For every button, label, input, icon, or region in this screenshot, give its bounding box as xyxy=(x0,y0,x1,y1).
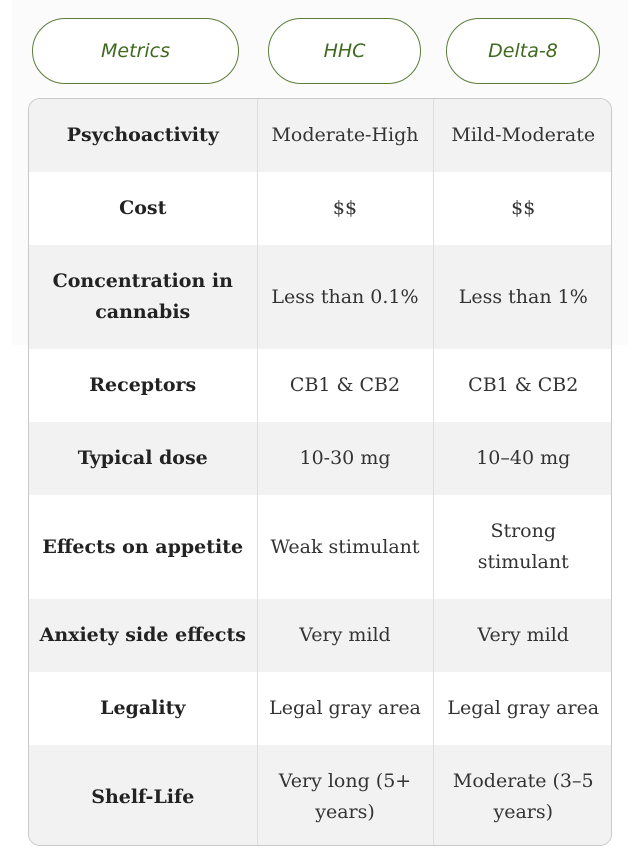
delta8-cell: Very mild xyxy=(433,599,611,672)
metric-cell: Legality xyxy=(29,672,258,745)
metric-cell: Typical dose xyxy=(29,422,258,495)
table-row-anxiety: Anxiety side effects Very mild Very mild xyxy=(29,599,611,672)
delta8-cell: Strong stimulant xyxy=(477,520,569,573)
hhc-cell: CB1 & CB2 xyxy=(257,349,434,422)
table-row-appetite: Effects on appetite Weak stimulant Stron… xyxy=(29,495,611,599)
hhc-cell: Weak stimulant xyxy=(257,495,434,599)
table-row-psychoactivity: Psychoactivity Moderate-High Mild-Modera… xyxy=(29,99,611,172)
delta8-cell: Moderate (3–5 years) xyxy=(433,745,611,845)
comparison-header: Metrics HHC Delta-8 xyxy=(32,18,600,88)
delta8-cell: Mild-Moderate xyxy=(433,99,611,172)
hhc-header-pill: HHC xyxy=(268,18,421,84)
table-row-cost: Cost $$ $$ xyxy=(29,172,611,245)
table-row-concentration: Concentration in cannabis Less than 0.1%… xyxy=(29,245,611,349)
metric-cell: Cost xyxy=(29,172,258,245)
metric-cell: Concentration in cannabis xyxy=(29,245,258,349)
table-row-legality: Legality Legal gray area Legal gray area xyxy=(29,672,611,745)
table-row-shelf-life: Shelf-Life Very long (5+ years) Moderate… xyxy=(29,745,611,845)
hhc-cell: $$ xyxy=(257,172,434,245)
metric-cell: Psychoactivity xyxy=(29,99,258,172)
delta8-cell: CB1 & CB2 xyxy=(468,374,579,396)
metric-cell: Effects on appetite xyxy=(29,495,258,599)
hhc-cell: Very long (5+ years) xyxy=(257,745,434,845)
hhc-cell: 10-30 mg xyxy=(257,422,434,495)
delta8-cell: $$ xyxy=(511,197,536,219)
comparison-table: Psychoactivity Moderate-High Mild-Modera… xyxy=(28,98,612,846)
delta8-header-pill: Delta-8 xyxy=(446,18,600,84)
hhc-cell: Legal gray area xyxy=(257,672,434,745)
hhc-cell: Moderate-High xyxy=(257,99,434,172)
delta8-cell: Less than 1% xyxy=(433,245,611,349)
metric-cell: Receptors xyxy=(29,349,258,422)
metric-cell: Anxiety side effects xyxy=(29,599,258,672)
table-row-typical-dose: Typical dose 10-30 mg 10–40 mg xyxy=(29,422,611,495)
hhc-cell: Very mild xyxy=(257,599,434,672)
metrics-header-pill: Metrics xyxy=(32,18,239,84)
hhc-cell: Less than 0.1% xyxy=(257,245,434,349)
delta8-cell: Legal gray area xyxy=(447,697,600,719)
metric-cell: Shelf-Life xyxy=(29,745,258,845)
delta8-cell: 10–40 mg xyxy=(433,422,611,495)
table-row-receptors: Receptors CB1 & CB2 CB1 & CB2 xyxy=(29,349,611,422)
